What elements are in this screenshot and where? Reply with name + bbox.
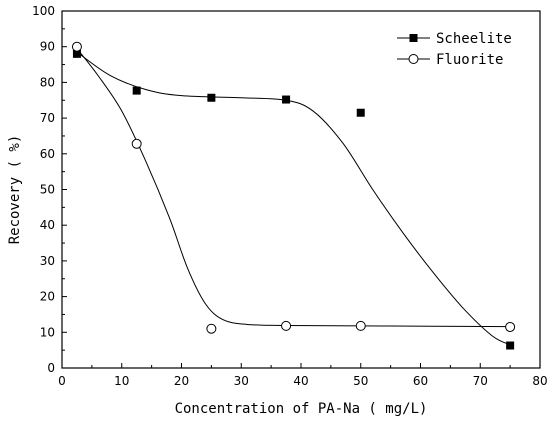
y-tick-label: 20 xyxy=(40,290,55,304)
scheelite-point xyxy=(506,341,515,350)
fluorite-point xyxy=(206,323,217,334)
x-tick-label: 80 xyxy=(532,374,547,388)
x-axis-ticks: 0 10 20 30 40 50 60 70 80 xyxy=(58,363,548,388)
y-axis-ticks: 0 10 20 30 40 50 60 70 80 90 100 xyxy=(32,4,67,375)
legend-marker xyxy=(409,34,418,42)
x-tick-label: 20 xyxy=(174,374,189,388)
y-tick-label: 40 xyxy=(40,218,55,232)
legend-item-fluorite: Fluorite xyxy=(397,52,503,68)
scheelite-point xyxy=(132,86,141,95)
x-tick-label: 50 xyxy=(353,374,368,388)
y-tick-label: 70 xyxy=(40,111,55,125)
fluorite-point xyxy=(281,320,292,331)
scheelite-trend-line xyxy=(76,51,511,346)
trend-lines xyxy=(76,48,511,346)
y-tick-label: 30 xyxy=(40,254,55,268)
legend-label: Scheelite xyxy=(436,31,512,47)
y-tick-label: 0 xyxy=(47,361,55,375)
y-axis-title: Recovery ( %) xyxy=(7,135,23,245)
x-tick-label: 60 xyxy=(413,374,428,388)
x-axis-title: Concentration of PA-Na ( mg/L) xyxy=(175,401,428,417)
x-tick-label: 10 xyxy=(114,374,129,388)
fluorite-point xyxy=(71,41,82,52)
x-tick-label: 0 xyxy=(58,374,66,388)
x-tick-label: 40 xyxy=(293,374,308,388)
fluorite-point xyxy=(355,320,366,331)
y-tick-label: 90 xyxy=(40,40,55,54)
fluorite-point xyxy=(131,138,142,149)
data-markers xyxy=(71,41,516,350)
y-tick-label: 100 xyxy=(32,4,55,18)
scheelite-point xyxy=(356,108,365,117)
legend-item-scheelite: Scheelite xyxy=(397,31,512,47)
y-tick-label: 50 xyxy=(40,183,55,197)
fluorite-point xyxy=(505,321,516,332)
y-tick-label: 80 xyxy=(40,75,55,89)
scheelite-point xyxy=(282,95,291,104)
y-tick-label: 10 xyxy=(40,325,55,339)
legend-marker xyxy=(408,54,419,64)
fluorite-trend-line xyxy=(76,48,511,328)
legend-label: Fluorite xyxy=(436,52,503,68)
y-tick-label: 60 xyxy=(40,147,55,161)
x-tick-label: 30 xyxy=(234,374,249,388)
legend: Scheelite Fluorite xyxy=(397,31,512,68)
scheelite-point xyxy=(72,49,81,58)
x-tick-label: 70 xyxy=(473,374,488,388)
scheelite-point xyxy=(207,93,216,102)
